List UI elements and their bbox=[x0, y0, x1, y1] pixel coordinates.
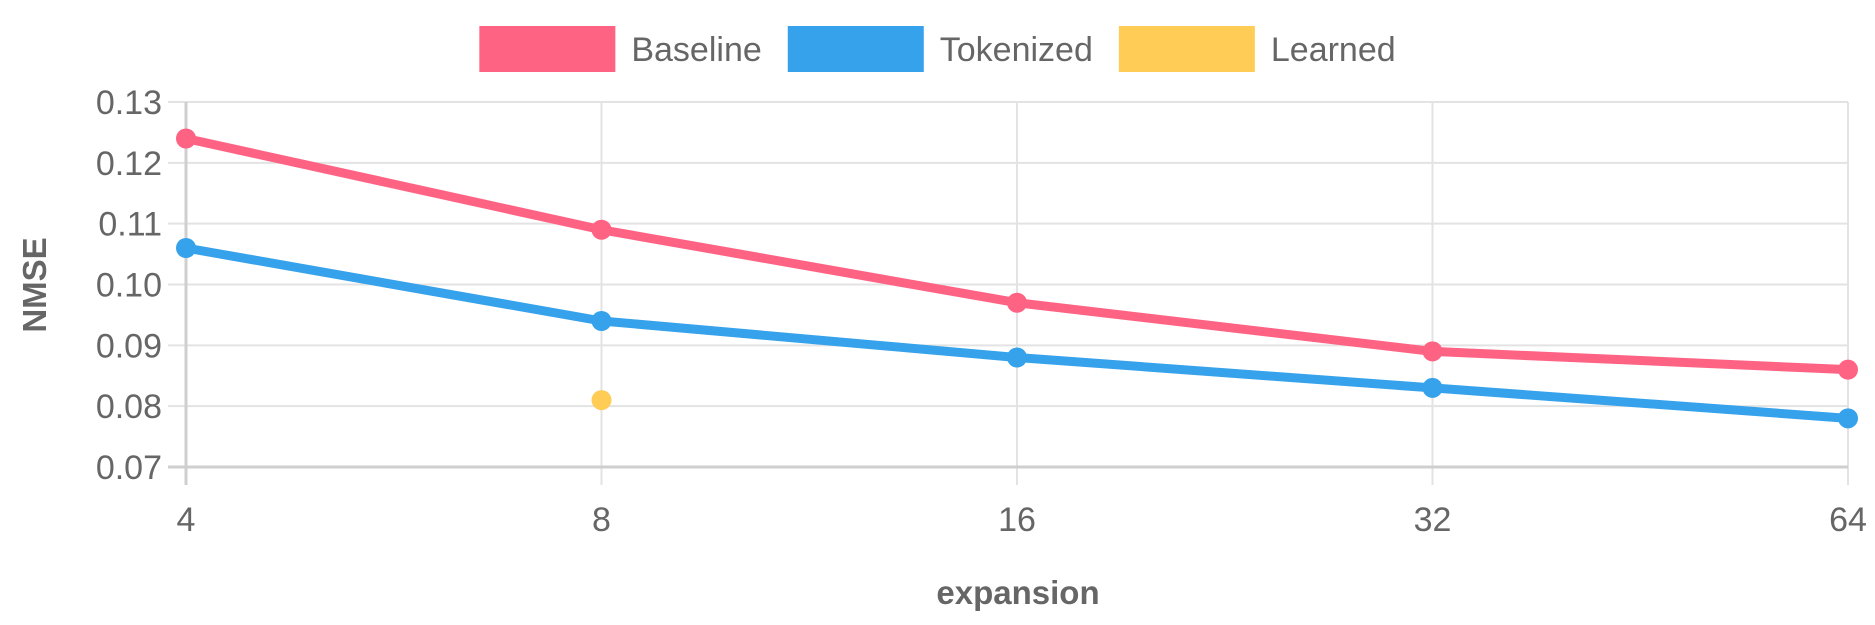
y-tick-label: 0.08 bbox=[96, 388, 162, 426]
series-tokenized bbox=[176, 238, 1858, 429]
data-point-baseline[interactable] bbox=[176, 128, 196, 149]
data-point-baseline[interactable] bbox=[1007, 292, 1027, 313]
legend: Baseline Tokenized Learned bbox=[479, 26, 1396, 72]
data-point-baseline[interactable] bbox=[1838, 359, 1858, 380]
data-point-tokenized[interactable] bbox=[1422, 377, 1443, 398]
data-point-tokenized[interactable] bbox=[591, 311, 612, 331]
x-axis-title: expansion bbox=[936, 574, 1099, 611]
legend-item-baseline[interactable]: Baseline bbox=[479, 26, 762, 72]
x-tick-label: 16 bbox=[998, 501, 1036, 539]
data-point-tokenized[interactable] bbox=[1838, 408, 1858, 429]
axes: 0.13 0.12 0.11 0.10 0.09 0.08 0.07 4 8 16 32 64 bbox=[96, 84, 1867, 539]
y-axis-title: NMSE bbox=[16, 237, 53, 332]
y-tick-label: 0.07 bbox=[96, 449, 162, 487]
x-tick-label: 4 bbox=[177, 501, 196, 539]
data-point-learned[interactable] bbox=[591, 390, 612, 411]
x-tick-label: 8 bbox=[592, 501, 611, 539]
data-point-baseline[interactable] bbox=[1422, 341, 1443, 362]
data-point-tokenized[interactable] bbox=[176, 238, 196, 258]
legend-label: Tokenized bbox=[940, 31, 1093, 69]
legend-swatch bbox=[787, 26, 924, 72]
legend-label: Learned bbox=[1271, 31, 1396, 69]
y-tick-label: 0.12 bbox=[96, 145, 162, 183]
legend-item-tokenized[interactable]: Tokenized bbox=[787, 26, 1093, 72]
legend-swatch bbox=[479, 26, 616, 72]
x-tick-label: 64 bbox=[1829, 501, 1867, 539]
y-tick-label: 0.09 bbox=[96, 327, 162, 365]
legend-swatch bbox=[1118, 26, 1255, 72]
y-tick-label: 0.10 bbox=[96, 267, 162, 305]
x-tick-label: 32 bbox=[1414, 501, 1452, 539]
data-point-baseline[interactable] bbox=[591, 219, 612, 240]
y-tick-label: 0.13 bbox=[96, 84, 162, 122]
legend-item-learned[interactable]: Learned bbox=[1118, 26, 1396, 72]
y-tick-label: 0.11 bbox=[98, 206, 162, 244]
series-layer bbox=[176, 128, 1858, 429]
series-baseline bbox=[176, 128, 1858, 380]
data-point-tokenized[interactable] bbox=[1007, 347, 1027, 368]
legend-label: Baseline bbox=[631, 31, 761, 69]
series-learned bbox=[591, 390, 612, 411]
